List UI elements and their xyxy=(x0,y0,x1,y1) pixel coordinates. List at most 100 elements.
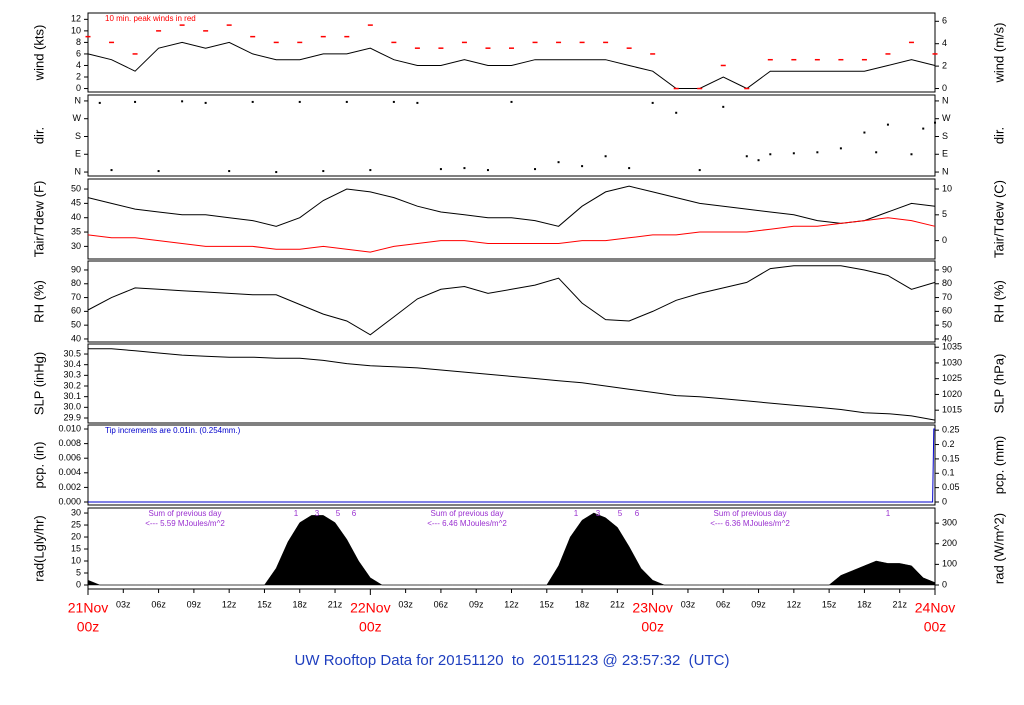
y-axis-label: RH (%) xyxy=(31,280,46,323)
y-tick-label: 0.006 xyxy=(58,453,81,463)
hour-mark: 1 xyxy=(294,509,299,518)
y2-tick-label: 1015 xyxy=(942,405,962,415)
dir-point xyxy=(557,161,560,164)
x-tick-label: 21z xyxy=(328,599,343,609)
dir-point xyxy=(745,155,748,158)
dir-point xyxy=(157,170,160,173)
y-tick-label: 40 xyxy=(71,212,81,222)
dir-point xyxy=(722,105,725,108)
dir-point xyxy=(98,101,101,104)
y-tick-label: 0.008 xyxy=(58,438,81,448)
y2-tick-label: 10 xyxy=(942,183,952,193)
y-tick-label: 40 xyxy=(71,333,81,343)
y-tick-label: 80 xyxy=(71,278,81,288)
hour-mark: 1 xyxy=(574,509,579,518)
y2-tick-label: 6 xyxy=(942,16,947,26)
y2-axis-label: pcp. (mm) xyxy=(991,436,1006,495)
y-tick-label: 2 xyxy=(76,71,81,81)
y2-tick-label: 80 xyxy=(942,278,952,288)
dir-point xyxy=(792,152,795,155)
dir-point xyxy=(886,123,889,126)
dir-point xyxy=(298,100,301,103)
y-tick-label: W xyxy=(73,113,82,123)
y2-tick-label: 0.05 xyxy=(942,482,960,492)
y-tick-label: 4 xyxy=(76,60,81,70)
daily-sum-heading: Sum of previous day xyxy=(149,509,222,518)
y2-tick-label: S xyxy=(942,131,948,141)
hour-mark: 3 xyxy=(596,509,601,518)
dir-point xyxy=(910,153,913,156)
y-tick-label: 12 xyxy=(71,14,81,24)
y-tick-label: 45 xyxy=(71,198,81,208)
y-tick-label: 20 xyxy=(71,531,81,541)
x-tick-label: 18z xyxy=(575,599,590,609)
y-tick-label: 30.0 xyxy=(63,402,81,412)
dir-point xyxy=(934,121,936,124)
daily-sum-value: <--- 6.36 MJoules/m^2 xyxy=(710,519,790,528)
y-tick-label: 6 xyxy=(76,48,81,58)
day-tick-label: 21Nov xyxy=(68,600,108,616)
panel-frame xyxy=(87,343,936,424)
y2-tick-label: 4 xyxy=(942,38,947,48)
y-tick-label: 30.2 xyxy=(63,380,81,390)
dir-point xyxy=(486,169,489,172)
y2-tick-label: 1030 xyxy=(942,357,962,367)
y2-axis-label: RH (%) xyxy=(991,280,1006,323)
y2-tick-label: 2 xyxy=(942,60,947,70)
y-tick-label: E xyxy=(75,149,81,159)
x-tick-label: 18z xyxy=(292,599,307,609)
y2-tick-label: 1025 xyxy=(942,373,962,383)
y2-tick-label: E xyxy=(942,149,948,159)
y-tick-label: 0 xyxy=(76,83,81,93)
data-line xyxy=(88,428,935,503)
y2-axis-label: Tair/Tdew (C) xyxy=(991,180,1006,258)
daily-sum-value: <--- 6.46 MJoules/m^2 xyxy=(427,519,507,528)
dir-point xyxy=(439,168,442,171)
data-line xyxy=(87,217,936,253)
y-axis-label: Tair/Tdew (F) xyxy=(31,181,46,258)
y-tick-label: 15 xyxy=(71,543,81,553)
dir-point xyxy=(698,169,701,172)
day-tick-sublabel: 00z xyxy=(77,619,100,635)
dir-point xyxy=(922,127,925,130)
dir-point xyxy=(322,170,325,173)
x-tick-label: 12z xyxy=(222,599,237,609)
daily-sum-heading: Sum of previous day xyxy=(431,509,504,518)
hour-mark: 1 xyxy=(886,509,891,518)
data-line xyxy=(87,185,936,227)
panel-frame xyxy=(87,178,936,260)
day-tick-sublabel: 00z xyxy=(641,619,664,635)
y2-tick-label: 70 xyxy=(942,292,952,302)
dir-point xyxy=(604,155,607,158)
dir-point xyxy=(510,100,513,103)
y-tick-label: 0.004 xyxy=(58,467,81,477)
x-tick-label: 06z xyxy=(434,599,449,609)
y2-tick-label: 0 xyxy=(942,579,947,589)
x-tick-label: 09z xyxy=(469,599,484,609)
y-tick-label: 90 xyxy=(71,264,81,274)
data-line xyxy=(87,265,936,336)
y-tick-label: N xyxy=(75,166,82,176)
y2-axis-label: dir. xyxy=(991,127,1006,144)
hour-mark: 3 xyxy=(315,509,320,518)
y-tick-label: 50 xyxy=(71,320,81,330)
y2-tick-label: 90 xyxy=(942,264,952,274)
x-tick-label: 12z xyxy=(504,599,519,609)
x-tick-label: 15z xyxy=(257,599,272,609)
y2-tick-label: 40 xyxy=(942,333,952,343)
day-tick-label: 23Nov xyxy=(632,600,672,616)
y-tick-label: 70 xyxy=(71,292,81,302)
dir-point xyxy=(875,151,878,154)
y-tick-label: N xyxy=(75,95,82,105)
y-tick-label: 0.002 xyxy=(58,482,81,492)
y-tick-label: 30 xyxy=(71,241,81,251)
x-tick-label: 03z xyxy=(681,599,696,609)
dir-point xyxy=(628,167,631,170)
dir-point xyxy=(416,101,419,104)
y2-axis-label: wind (m/s) xyxy=(991,23,1006,84)
daily-sum-heading: Sum of previous day xyxy=(714,509,787,518)
y-tick-label: 35 xyxy=(71,226,81,236)
y-tick-label: 29.9 xyxy=(63,412,81,422)
radiation-area xyxy=(87,512,936,586)
